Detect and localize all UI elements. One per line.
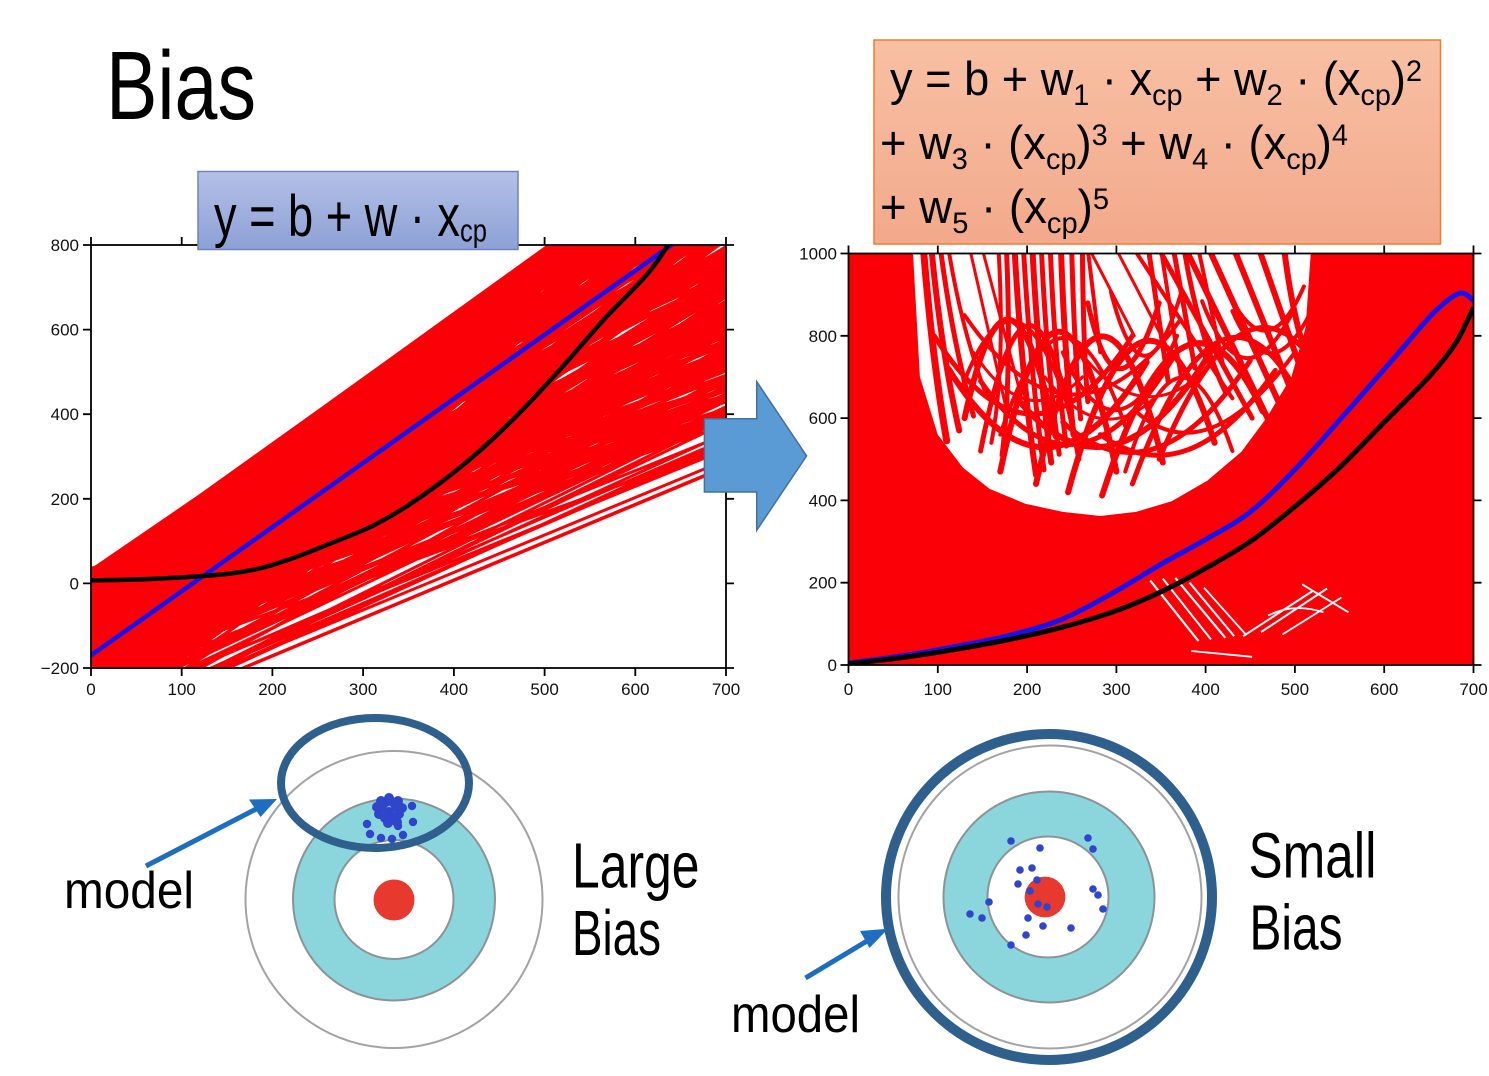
svg-text:600: 600 <box>621 680 649 699</box>
svg-text:model: model <box>64 862 194 920</box>
svg-text:300: 300 <box>1102 680 1130 699</box>
svg-text:Small: Small <box>1249 820 1377 892</box>
svg-text:300: 300 <box>349 680 377 699</box>
svg-text:model: model <box>731 986 860 1044</box>
svg-text:200: 200 <box>258 680 286 699</box>
svg-text:700: 700 <box>712 680 740 699</box>
svg-text:Bias: Bias <box>106 31 256 140</box>
svg-text:−200: −200 <box>41 659 79 678</box>
svg-text:400: 400 <box>440 680 468 699</box>
svg-text:500: 500 <box>530 680 558 699</box>
svg-text:200: 200 <box>51 490 79 509</box>
svg-text:Bias: Bias <box>572 897 661 969</box>
svg-text:Large: Large <box>572 829 700 901</box>
svg-text:0: 0 <box>844 680 853 699</box>
svg-text:0: 0 <box>828 656 837 675</box>
svg-text:800: 800 <box>51 236 79 255</box>
svg-text:200: 200 <box>1013 680 1041 699</box>
svg-text:800: 800 <box>809 327 837 346</box>
svg-text:0: 0 <box>86 680 95 699</box>
svg-text:100: 100 <box>168 680 196 699</box>
svg-text:y = b + w1 · xcp + w2 · (xcp)2: y = b + w1 · xcp + w2 · (xcp)2 <box>890 52 1422 112</box>
svg-text:600: 600 <box>51 321 79 340</box>
svg-text:200: 200 <box>809 574 837 593</box>
svg-text:500: 500 <box>1281 680 1309 699</box>
svg-text:400: 400 <box>51 405 79 424</box>
svg-text:y = b + w · x: y = b + w · x <box>214 184 460 249</box>
svg-text:+ w5 · (xcp)5: + w5 · (xcp)5 <box>880 180 1109 240</box>
svg-text:1000: 1000 <box>799 245 837 264</box>
svg-text:400: 400 <box>809 491 837 510</box>
svg-text:700: 700 <box>1459 680 1487 699</box>
svg-text:0: 0 <box>70 574 79 593</box>
svg-text:400: 400 <box>1191 680 1219 699</box>
svg-text:cp: cp <box>460 213 487 249</box>
svg-text:100: 100 <box>924 680 952 699</box>
svg-text:Bias: Bias <box>1250 891 1343 963</box>
svg-text:600: 600 <box>1370 680 1398 699</box>
svg-text:600: 600 <box>809 409 837 428</box>
svg-text:+ w3 · (xcp)3 + w4 · (xcp)4: + w3 · (xcp)3 + w4 · (xcp)4 <box>880 116 1348 176</box>
